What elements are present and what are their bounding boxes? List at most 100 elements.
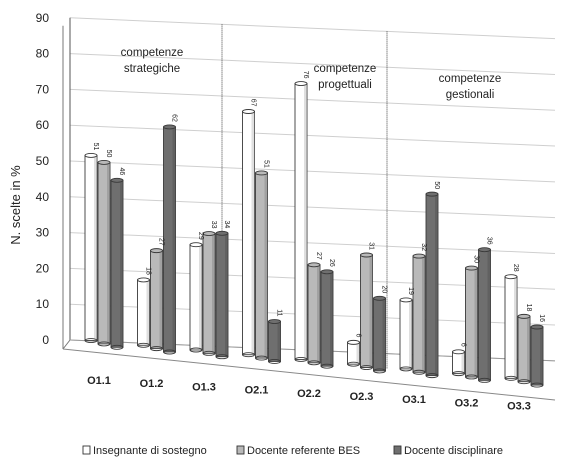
data-label: 51: [92, 143, 99, 151]
bar-shade: [212, 233, 215, 354]
bar: [189, 242, 203, 353]
bar: [255, 170, 268, 361]
group-annotation: competenze: [439, 73, 502, 85]
bar: [268, 319, 281, 364]
category-label: O1.1: [87, 375, 111, 387]
bar: [517, 313, 531, 385]
bar-top: [412, 253, 426, 259]
bar-shade: [514, 276, 517, 379]
bar-bottom: [399, 366, 413, 372]
bar: [97, 159, 111, 347]
bar-top: [97, 159, 111, 165]
data-label: 76: [302, 71, 309, 79]
bar: [202, 231, 216, 356]
bar-bottom: [530, 382, 544, 388]
bar: [452, 349, 465, 377]
data-label: 26: [328, 259, 335, 267]
bar-top: [320, 269, 334, 275]
bar: [320, 269, 334, 369]
bar: [478, 247, 491, 383]
bar: [425, 191, 439, 379]
bar-bottom: [150, 346, 163, 352]
bar: [110, 177, 124, 350]
bar-bottom: [215, 354, 229, 360]
bar-top: [137, 277, 150, 283]
bar: [347, 339, 360, 367]
bar-top: [530, 324, 544, 330]
bar-shade: [304, 83, 307, 360]
bar-bottom: [452, 371, 465, 377]
bar-shade: [120, 180, 123, 348]
y-tick-label: 90: [36, 11, 50, 25]
data-label: 6: [355, 333, 362, 337]
annotations: competenze strategiche competenze progettua…: [121, 47, 502, 101]
bar: [215, 230, 229, 360]
bar: [465, 265, 478, 380]
data-label: 46: [118, 168, 125, 176]
bar-shade: [382, 298, 386, 371]
bar-top: [294, 81, 308, 87]
bar: [412, 253, 426, 375]
data-label: 33: [210, 221, 217, 229]
bar-bottom: [412, 369, 426, 375]
bar-shade: [330, 271, 333, 367]
bar-shade: [540, 327, 543, 386]
bar-shade: [94, 155, 97, 341]
floor-left-edge: [62, 339, 71, 350]
bar-shade: [199, 244, 202, 350]
bar: [137, 277, 150, 348]
y-tick-label: 60: [36, 118, 50, 132]
data-label: 18: [525, 304, 532, 312]
group-annotation: strategiche: [124, 63, 180, 75]
bar-shade: [251, 111, 255, 355]
bar-shade: [159, 250, 163, 349]
gridline: [69, 232, 556, 254]
bar-bottom: [202, 350, 216, 356]
bar-bottom: [163, 349, 176, 355]
bar-shade: [527, 316, 530, 382]
bar-top: [373, 295, 386, 301]
group-annotation: competenze: [121, 47, 184, 59]
bar-bottom: [137, 342, 150, 348]
bar-top: [255, 170, 268, 176]
bar-shade: [264, 172, 268, 359]
group-annotation: gestionali: [446, 89, 495, 101]
data-label: 27: [158, 238, 165, 246]
data-label: 6: [460, 343, 467, 347]
legend: Insegnante di sostegno Docente referente …: [82, 445, 503, 457]
data-label: 36: [486, 237, 493, 245]
y-tick-label: 50: [36, 154, 50, 168]
group-dividers: [221, 24, 388, 369]
data-label: 16: [538, 314, 545, 322]
data-label: 18: [145, 267, 152, 275]
bar-bottom: [465, 374, 478, 380]
bar-shade: [356, 342, 360, 365]
category-label: O2.1: [245, 385, 269, 397]
data-label: 62: [171, 114, 178, 122]
legend-swatch: [393, 445, 402, 455]
category-label: O3.2: [455, 397, 479, 409]
y-tick-label: 30: [36, 226, 50, 240]
bar: [399, 297, 413, 372]
bar-bottom: [307, 360, 321, 366]
bar-bottom: [110, 344, 124, 350]
bar-top: [478, 247, 491, 253]
bar-bottom: [242, 352, 255, 358]
legend-item: Insegnante di sostegno: [82, 445, 207, 457]
data-label: 20: [381, 286, 388, 294]
bar: [294, 81, 308, 362]
bar-shade: [107, 162, 110, 344]
category-label: O2.3: [350, 391, 374, 403]
legend-label: Docente referente BES: [247, 445, 360, 457]
legend-item: Docente referente BES: [236, 445, 360, 457]
bar-bottom: [97, 341, 111, 347]
bar-top: [242, 109, 255, 114]
gridline: [69, 124, 556, 147]
y-tick-label: 80: [36, 47, 50, 61]
bar-top: [360, 252, 373, 258]
gridline: [69, 17, 556, 40]
data-label: 51: [263, 160, 270, 168]
data-label: 19: [407, 287, 414, 295]
bar-shade: [369, 255, 373, 368]
